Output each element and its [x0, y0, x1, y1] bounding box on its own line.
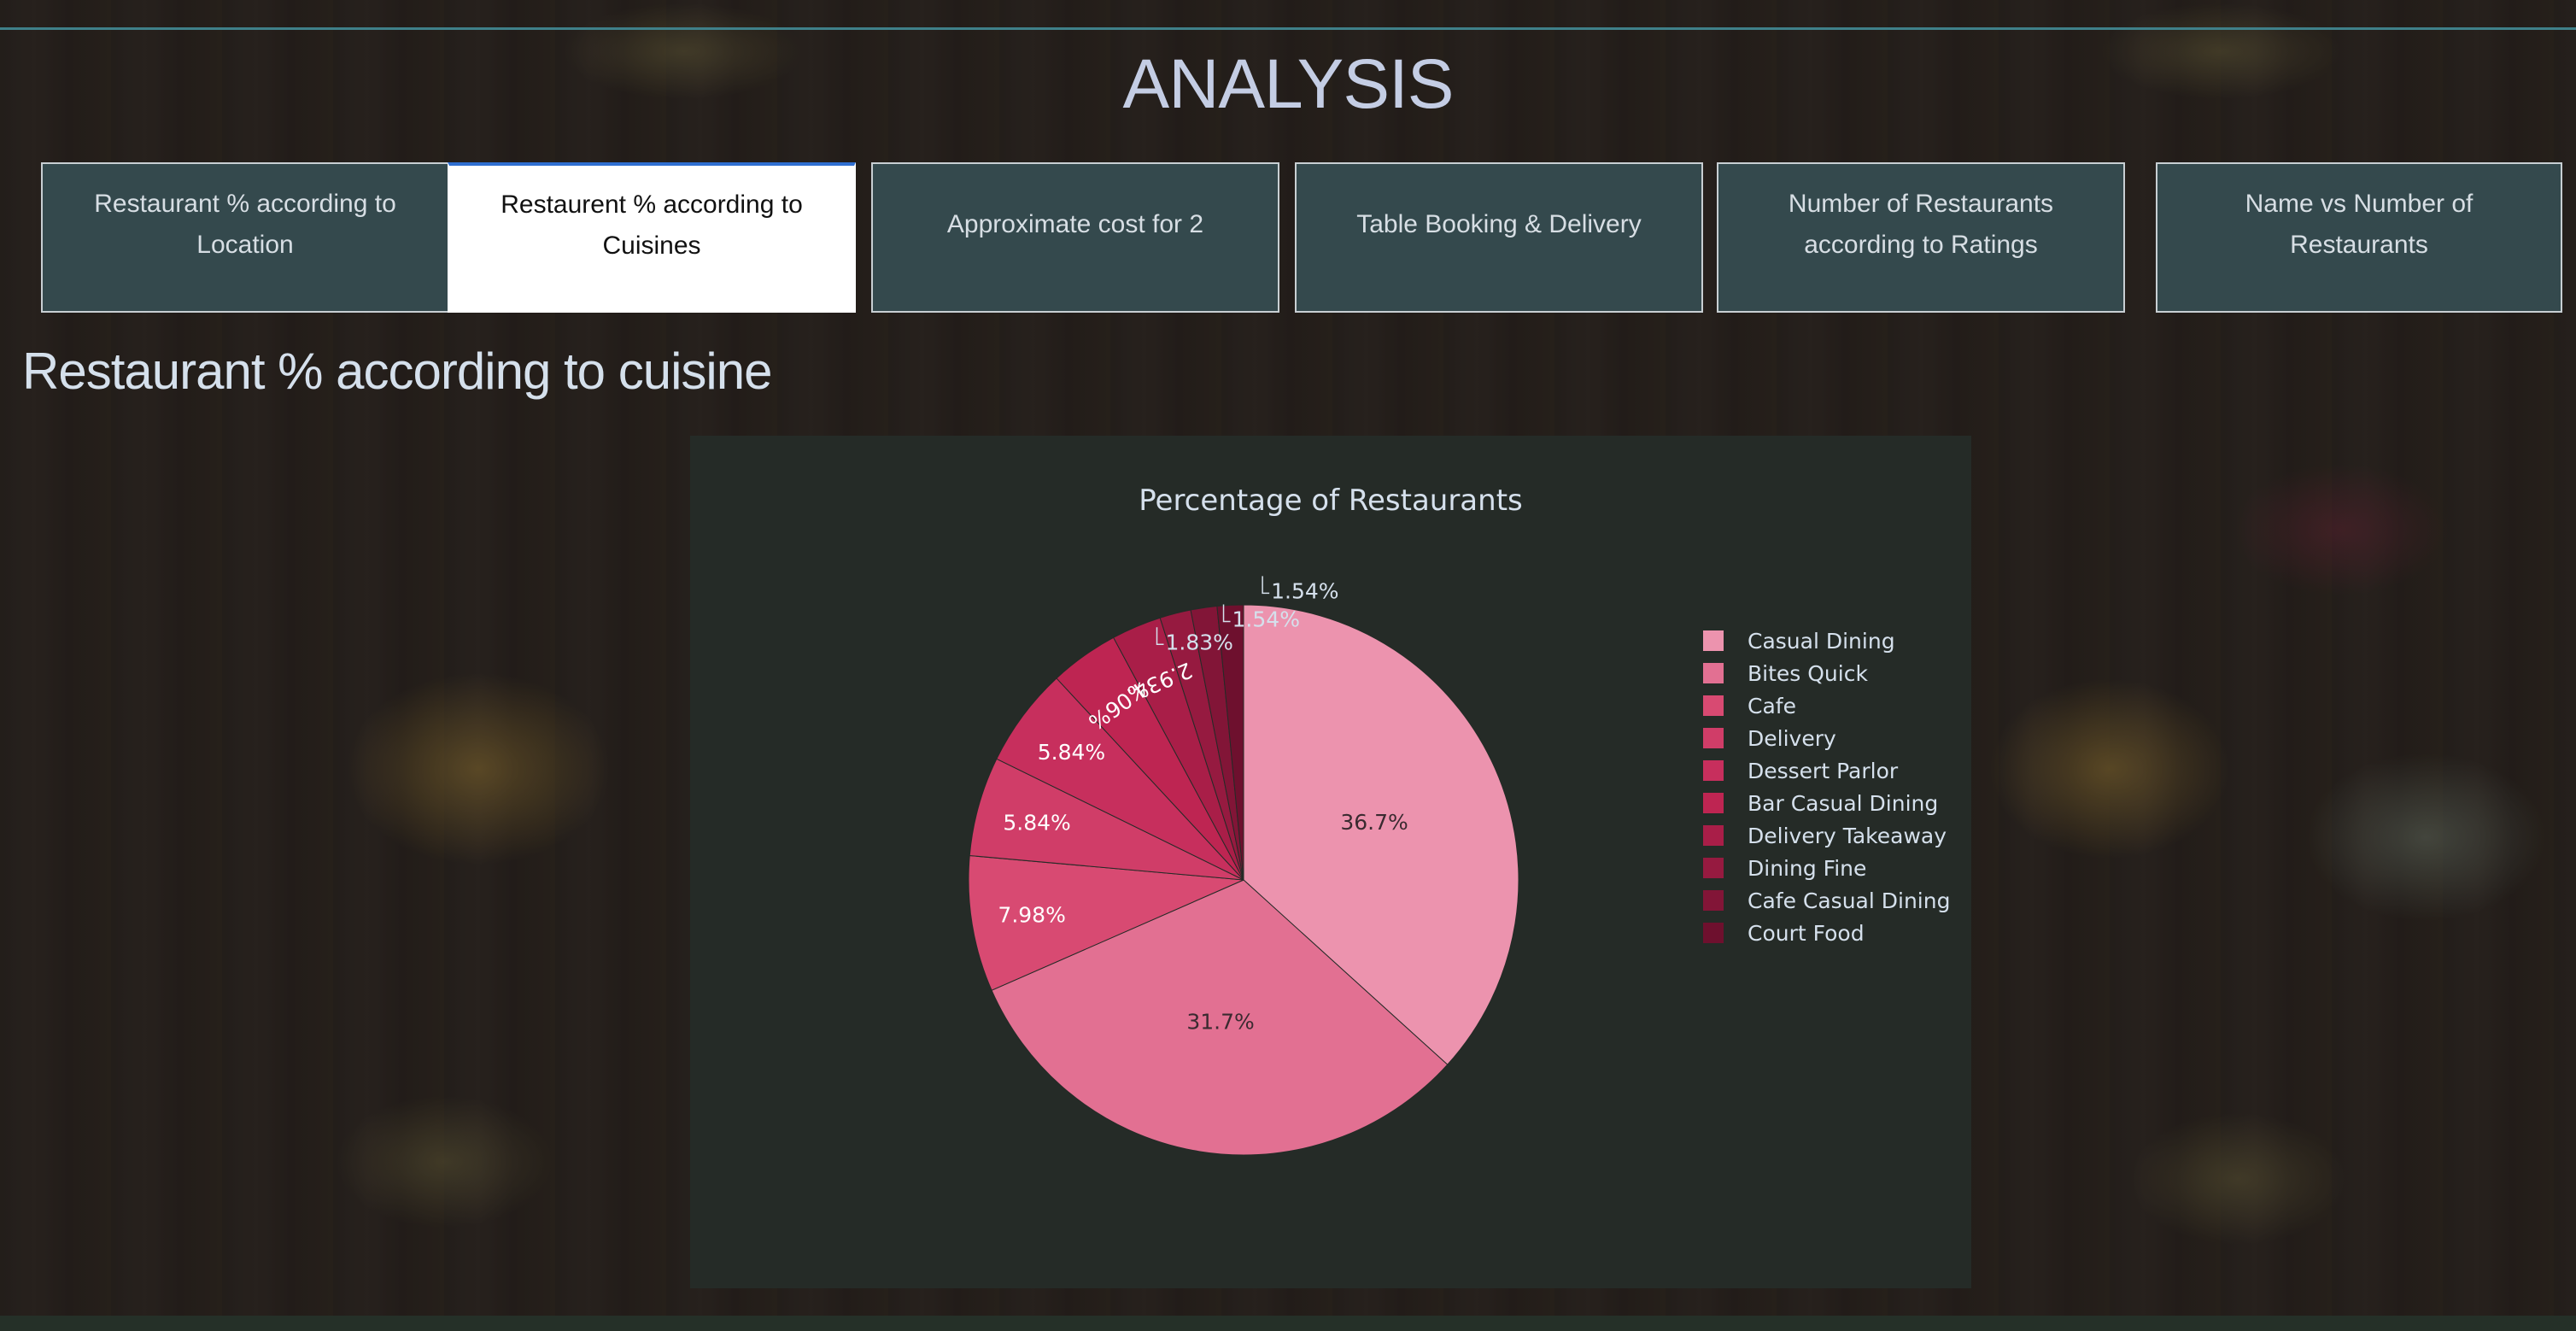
legend-label: Dining Fine [1748, 856, 1866, 881]
pie-slice-bites-quick[interactable] [991, 879, 1449, 1156]
legend-label: Delivery [1748, 726, 1836, 751]
tab-label: Table Booking & Delivery [1356, 210, 1642, 238]
legend-label: Dessert Parlor [1748, 759, 1899, 783]
legend-label: Delivery Takeaway [1748, 824, 1947, 848]
chart-panel: Percentage of Restaurants 36.7% 31.7% 7.98… [690, 436, 1971, 1288]
pie-slice-label: 5.84% [1038, 740, 1105, 765]
top-divider [0, 27, 2576, 30]
legend-label: Bites Quick [1748, 661, 1868, 686]
legend-item[interactable]: Delivery [1703, 726, 1836, 751]
pie-slice-label: 5.84% [1003, 810, 1070, 835]
section-title: Restaurant % according to cuisine [22, 343, 772, 400]
legend-item[interactable]: Cafe [1703, 694, 1796, 718]
legend-item[interactable]: Bites Quick [1703, 661, 1868, 686]
tab-label: Name vs Number of Restaurants [2245, 190, 2474, 259]
page-title: ANALYSIS [1122, 45, 1455, 123]
pie-slice-label: 36.7% [1340, 810, 1408, 835]
legend-swatch [1703, 760, 1724, 781]
legend-item[interactable]: Dining Fine [1703, 856, 1866, 881]
legend-label: Bar Casual Dining [1748, 791, 1938, 816]
legend-swatch [1703, 663, 1724, 683]
legend-label: Casual Dining [1748, 629, 1895, 654]
pie-slice-label: 1.54% [1232, 607, 1300, 631]
pie-leader-line [1156, 627, 1164, 646]
tab-table-booking-delivery[interactable]: Table Booking & Delivery [1295, 162, 1703, 313]
tab-location[interactable]: Restaurant % according to Location [41, 162, 449, 313]
pie-slice-label: 31.7% [1186, 1009, 1254, 1034]
chart-title: Percentage of Restaurants [1139, 484, 1523, 518]
tab-bar: Restaurant % according to Location Resta… [41, 162, 2562, 316]
tab-label: Number of Restaurants according to Ratin… [1788, 190, 2054, 259]
pie-leader-line [1262, 576, 1270, 595]
legend-swatch [1703, 630, 1724, 651]
tab-label: Restaurant % according to Location [94, 190, 396, 259]
pie-slice-label: 1.54% [1271, 578, 1338, 603]
legend-item[interactable]: Cafe Casual Dining [1703, 888, 1950, 913]
pie-slice-label: 1.83% [1165, 630, 1232, 654]
legend-label: Cafe [1748, 694, 1796, 718]
legend-swatch [1703, 858, 1724, 878]
tab-ratings[interactable]: Number of Restaurants according to Ratin… [1717, 162, 2125, 313]
pie-slice-casual-dining[interactable] [1243, 604, 1519, 1065]
tab-cuisines[interactable]: Restaurent % according to Cuisines [448, 162, 856, 313]
pie-slice-cafe[interactable] [968, 854, 1244, 991]
legend-swatch [1703, 923, 1724, 943]
legend-swatch [1703, 793, 1724, 813]
pie-slice-court-food[interactable] [1216, 604, 1244, 881]
tab-label: Approximate cost for 2 [946, 210, 1204, 238]
bottom-bar [0, 1316, 2576, 1331]
legend-swatch [1703, 728, 1724, 748]
pie-chart: Percentage of Restaurants 36.7% 31.7% 7.98… [968, 484, 1950, 1156]
pie-leader-line [1222, 604, 1231, 623]
tab-approximate-cost[interactable]: Approximate cost for 2 [871, 162, 1279, 313]
legend-swatch [1703, 825, 1724, 846]
legend-label: Court Food [1748, 921, 1865, 946]
legend-swatch [1703, 695, 1724, 716]
pie-slice-label: 7.98% [998, 903, 1065, 928]
tab-label: Restaurent % according to Cuisines [501, 191, 803, 260]
tab-name-vs-number[interactable]: Name vs Number of Restaurants [2156, 162, 2562, 313]
legend-label: Cafe Casual Dining [1748, 888, 1950, 913]
legend-item[interactable]: Delivery Takeaway [1703, 824, 1947, 848]
legend-item[interactable]: Court Food [1703, 921, 1865, 946]
legend-item[interactable]: Casual Dining [1703, 629, 1895, 654]
legend-swatch [1703, 890, 1724, 911]
legend-item[interactable]: Dessert Parlor [1703, 759, 1899, 783]
legend-item[interactable]: Bar Casual Dining [1703, 791, 1938, 816]
